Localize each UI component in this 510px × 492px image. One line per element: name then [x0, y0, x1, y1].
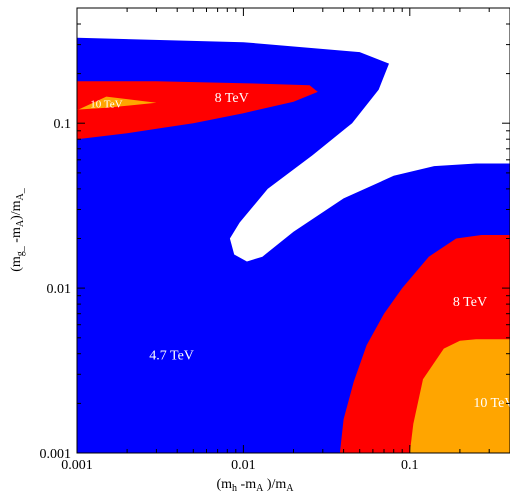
region-orange-upper [77, 96, 157, 111]
region-orange-lower [409, 339, 510, 453]
region-label-1: 8 TeV [215, 91, 249, 106]
region-label-4: 10 TeV [473, 396, 510, 411]
region-label-2: 8 TeV [453, 295, 487, 310]
axis-ticks: 0.001 0.01 0.1 0.001 0.01 0.1 [40, 7, 510, 473]
x-tick-label-0: 0.001 [61, 458, 93, 473]
region-label-0: 10 TeV [90, 98, 122, 110]
y-tick-label-1: 0.01 [47, 282, 72, 297]
chart-annotations: 10 TeV 8 TeV 8 TeV 4.7 TeV 10 TeV [90, 91, 510, 411]
x-tick-label-1: 0.01 [231, 458, 256, 473]
chart-regions [77, 37, 510, 453]
x-axis-title: (mh -mA )/mA [216, 477, 294, 492]
region-red-upper [77, 81, 318, 140]
y-tick-label-2: 0.1 [54, 117, 72, 132]
region-label-3: 4.7 TeV [149, 348, 194, 363]
y-tick-label-0: 0.001 [40, 447, 72, 462]
x-tick-label-2: 0.1 [401, 458, 419, 473]
y-axis-title: (mg_ -mA)/mA_ [9, 187, 26, 272]
